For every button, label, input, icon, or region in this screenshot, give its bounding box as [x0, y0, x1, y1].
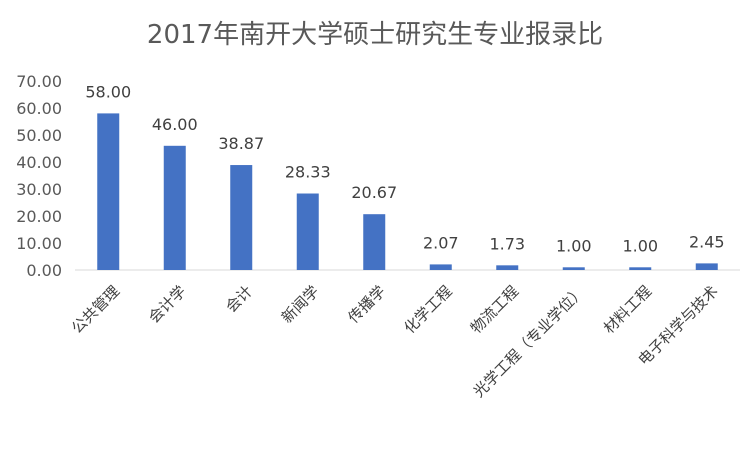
x-tick-label: 光学工程（专业学位）: [470, 282, 589, 401]
bar: [496, 265, 519, 270]
y-tick-label: 10.00: [16, 234, 62, 253]
y-tick-label: 40.00: [16, 153, 62, 172]
x-tick-label: 公共管理: [68, 282, 123, 337]
y-tick-label: 30.00: [16, 180, 62, 199]
data-label: 1.00: [622, 236, 658, 255]
data-label: 28.33: [285, 163, 331, 182]
data-label: 2.07: [423, 233, 459, 252]
bar: [629, 267, 652, 270]
bar: [429, 264, 452, 270]
x-tick-label: 会计: [222, 282, 256, 316]
y-tick-label: 20.00: [16, 207, 62, 226]
y-tick-label: 50.00: [16, 126, 62, 145]
data-label: 46.00: [152, 115, 198, 134]
data-label: 20.67: [351, 183, 397, 202]
data-label: 38.87: [218, 134, 264, 153]
bar: [163, 145, 186, 270]
x-tick-label: 传播学: [345, 282, 390, 327]
data-label: 58.00: [85, 82, 131, 101]
data-label: 1.00: [556, 236, 592, 255]
x-tick-label: 化学工程: [400, 282, 455, 337]
bar: [296, 193, 319, 270]
bar: [363, 214, 386, 270]
bar: [97, 113, 120, 271]
y-tick-label: 60.00: [16, 99, 62, 118]
x-tick-label: 物流工程: [467, 282, 522, 337]
x-tick-label: 新闻学: [278, 282, 323, 327]
bar: [695, 263, 718, 270]
x-tick-label: 会计学: [145, 282, 190, 327]
chart-title: 2017年南开大学硕士研究生专业报录比: [146, 20, 604, 50]
data-label: 1.73: [489, 234, 525, 253]
x-tick-label: 材料工程: [600, 282, 655, 337]
y-tick-label: 0.00: [26, 261, 62, 280]
bar: [562, 267, 585, 270]
bar: [230, 165, 253, 270]
data-label: 2.45: [689, 232, 725, 251]
y-tick-label: 70.00: [16, 72, 62, 91]
